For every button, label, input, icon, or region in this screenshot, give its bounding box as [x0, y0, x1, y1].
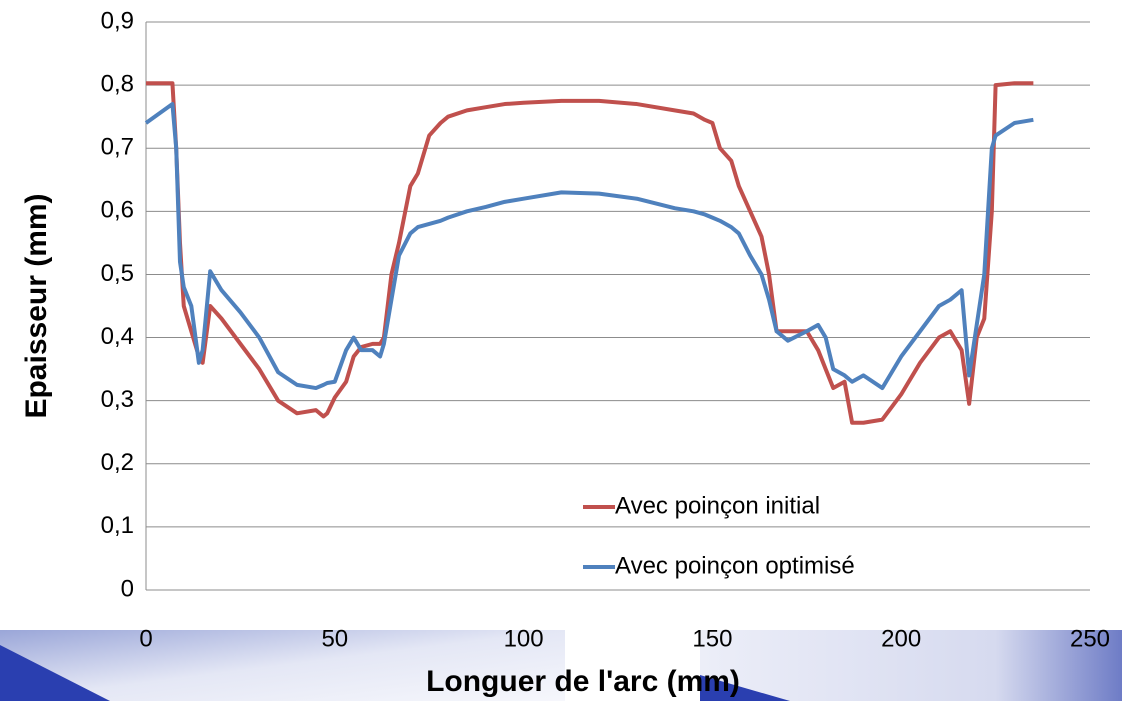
decoration: [0, 630, 1122, 701]
x-tick-label: 0: [139, 625, 152, 652]
x-tick-label: 150: [692, 625, 732, 652]
line-series: [146, 81, 1034, 425]
x-tick-label: 200: [881, 625, 921, 652]
y-tick-label: 0,6: [101, 197, 134, 224]
legend-label: Avec poinçon optimisé: [615, 552, 855, 579]
y-tick-label: 0,8: [101, 70, 134, 97]
band-left-wedge: [0, 645, 110, 701]
x-tick-label: 50: [321, 625, 348, 652]
x-tick-label: 250: [1070, 625, 1110, 652]
y-tick-label: 0,9: [101, 7, 134, 34]
band-left: [0, 630, 565, 701]
y-tick-label: 0: [121, 575, 134, 602]
y-tick-label: 0,7: [101, 134, 134, 161]
x-axis-title: Longuer de l'arc (mm): [426, 665, 740, 698]
x-tick-label: 100: [504, 625, 544, 652]
y-axis-title: Epaisseur (mm): [20, 193, 53, 418]
y-tick-label: 0,2: [101, 449, 134, 476]
y-tick-label: 0,5: [101, 260, 134, 287]
line-series: [144, 102, 1034, 391]
legend-label: Avec poinçon initial: [615, 492, 820, 519]
band-right-wedge: [700, 675, 790, 701]
y-tick-label: 0,4: [101, 323, 134, 350]
band-right: [700, 630, 1122, 701]
y-tick-label: 0,1: [101, 512, 134, 539]
y-tick-label: 0,3: [101, 386, 134, 413]
